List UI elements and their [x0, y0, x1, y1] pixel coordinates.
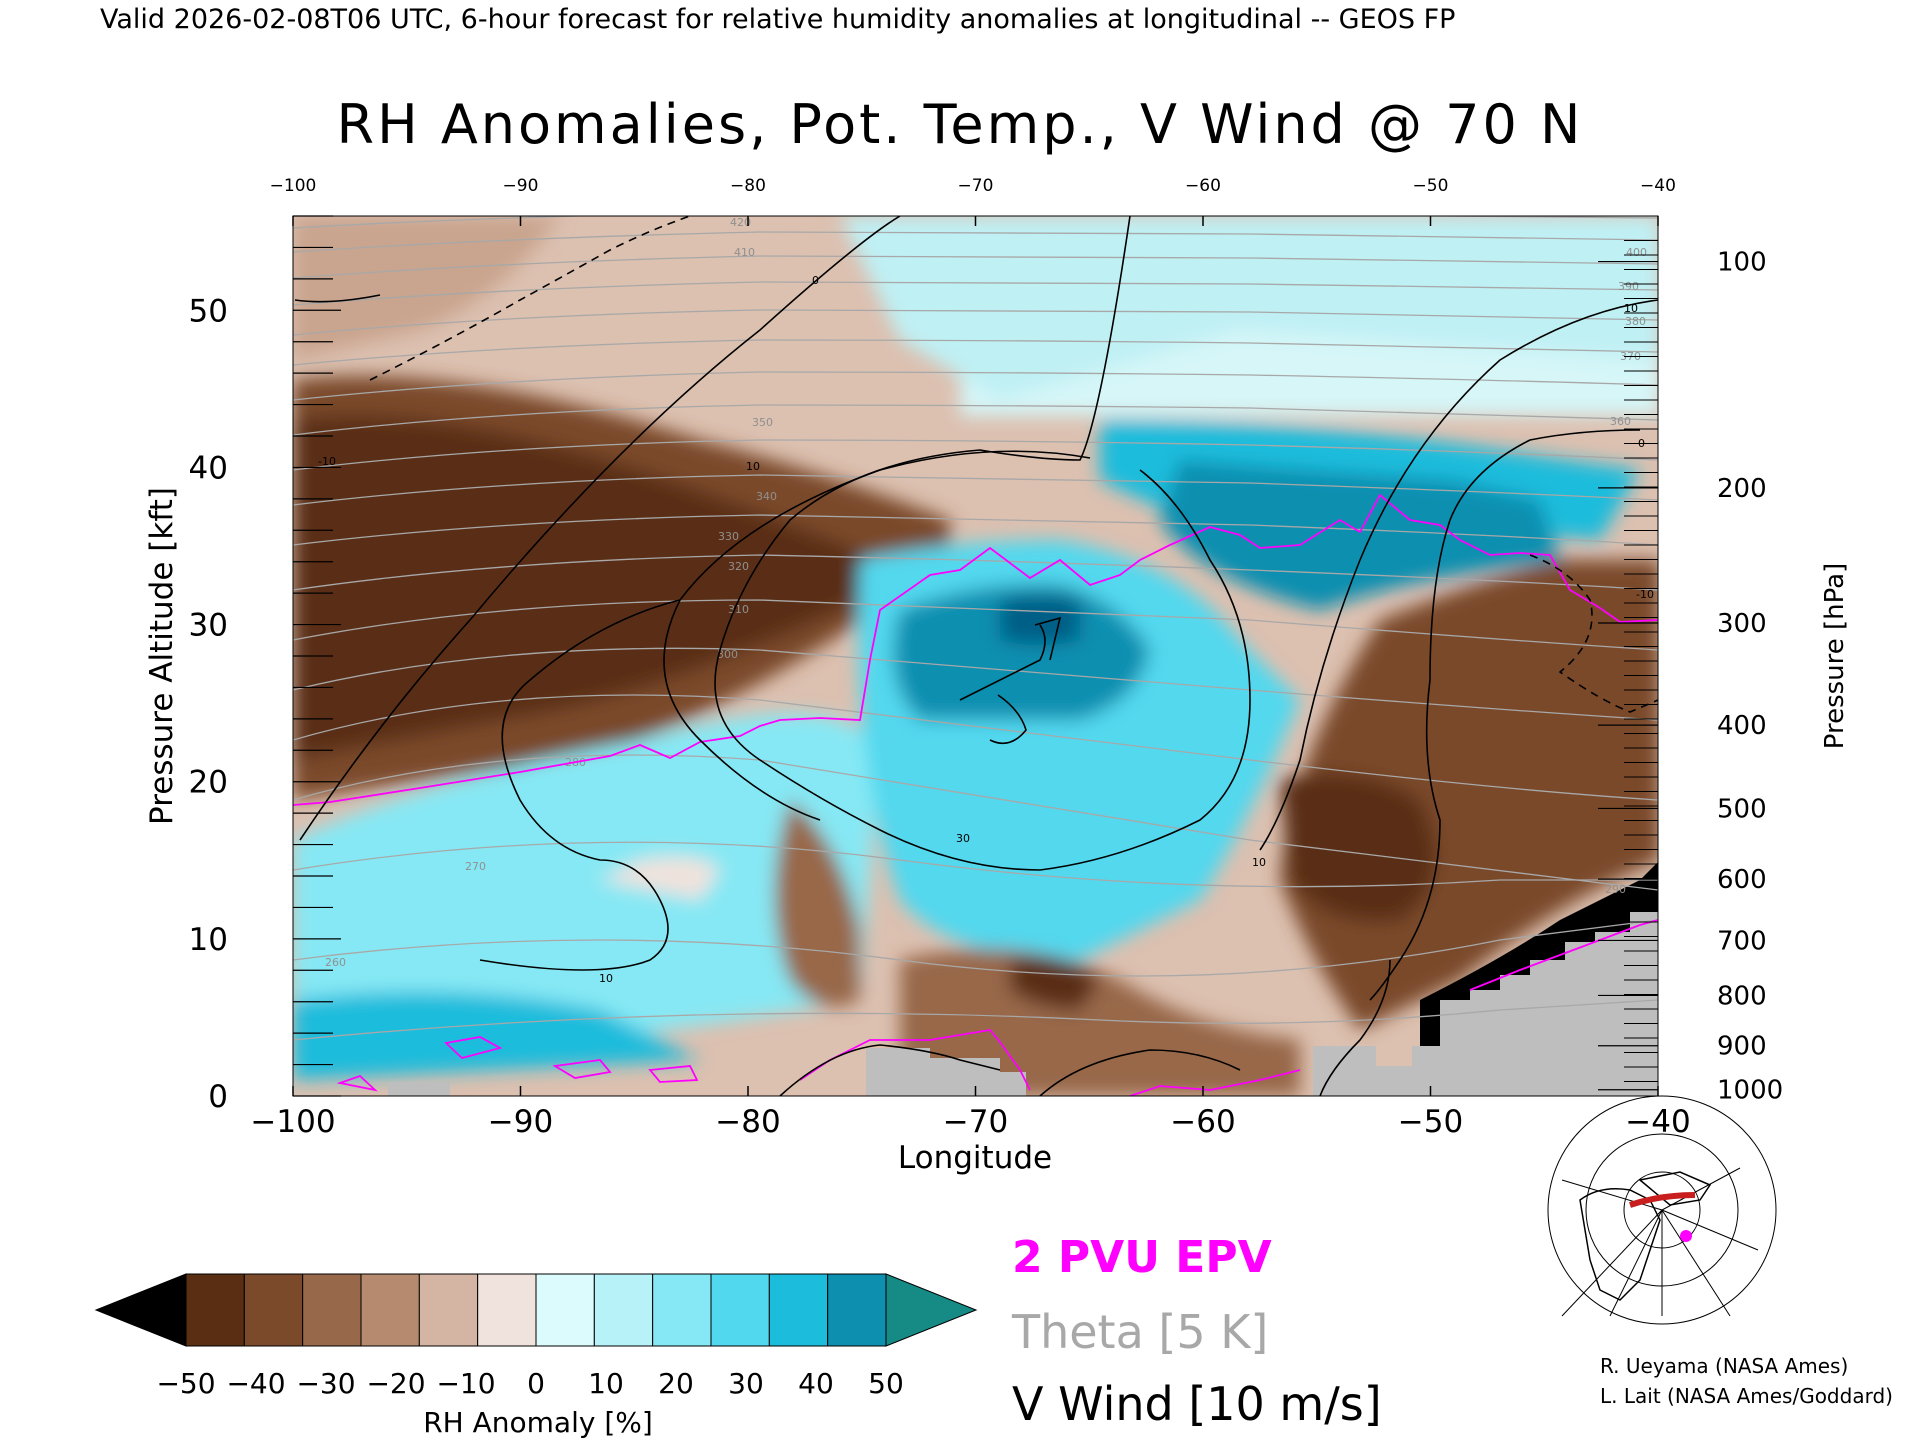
colorbar-tick-label: −30 — [296, 1367, 355, 1400]
credit-line: L. Lait (NASA Ames/Goddard) — [1600, 1384, 1893, 1408]
colorbar-tick-label: 10 — [588, 1367, 624, 1400]
colorbar-box — [418, 1273, 479, 1347]
colorbar-tick-label: −20 — [366, 1367, 425, 1400]
theta-label: 310 — [728, 603, 749, 616]
theta-label: 390 — [1618, 280, 1639, 293]
y2-axis-label: Pressure [hPa] — [1820, 563, 1850, 750]
y-tick-label: 0 — [208, 1079, 228, 1115]
colorbar-low-triangle — [94, 1273, 187, 1347]
y-axis-label: Pressure Altitude [kft] — [144, 487, 180, 825]
theta-label: 400 — [1626, 246, 1647, 259]
legend-epv: 2 PVU EPV — [1012, 1232, 1272, 1283]
wind-label: -10 — [318, 455, 336, 468]
legend-theta: Theta [5 K] — [1011, 1305, 1268, 1359]
x-top-tick-label: −80 — [730, 176, 766, 196]
colorbar-box — [185, 1273, 245, 1347]
x-top-tick-label: −90 — [503, 176, 539, 196]
colorbar-tick-label: 20 — [658, 1367, 694, 1400]
colorbar-tick-label: 0 — [527, 1367, 545, 1400]
wind-label: -10 — [1636, 588, 1654, 601]
colorbar-box — [302, 1273, 362, 1347]
colorbar-tick-label: 30 — [728, 1367, 764, 1400]
colorbar-tick-label: 50 — [868, 1367, 904, 1400]
theta-label: 360 — [1610, 415, 1631, 428]
colorbar: −50 −40 −30 −20 −10 0 10 20 30 40 50 — [94, 1273, 978, 1400]
theta-label: 350 — [752, 416, 773, 429]
theta-label: 420 — [730, 216, 751, 229]
theta-label: 300 — [717, 648, 738, 661]
wind-label: 10 — [599, 972, 613, 985]
x-top-tick-label: −40 — [1640, 176, 1676, 196]
colorbar-label: RH Anomaly [%] — [423, 1406, 653, 1439]
credit-line: R. Ueyama (NASA Ames) — [1600, 1354, 1848, 1378]
colorbar-tick-label: 40 — [798, 1367, 834, 1400]
colorbar-tick-label: −50 — [156, 1367, 215, 1400]
wind-label: 10 — [746, 460, 760, 473]
x-tick-label: −50 — [1398, 1104, 1463, 1140]
colorbar-box — [243, 1273, 304, 1347]
colorbar-box — [535, 1273, 595, 1347]
theta-label: 260 — [325, 956, 346, 969]
wind-label: 10 — [1252, 856, 1266, 869]
x-top-tick-label: −60 — [1185, 176, 1221, 196]
x-tick-label: −80 — [715, 1104, 780, 1140]
pressure-tick-label: 300 — [1717, 609, 1767, 639]
y-tick-label: 30 — [189, 608, 228, 644]
colorbar-high-triangle — [885, 1273, 978, 1347]
colorbar-box — [360, 1273, 420, 1347]
colorbar-tick-label: −40 — [226, 1367, 285, 1400]
wind-label: 30 — [956, 832, 970, 845]
terrain-mask — [388, 912, 1658, 1096]
colorbar-box — [477, 1273, 537, 1347]
plot-area: 260 270 280 290 300 310 320 330 340 350 … — [293, 216, 1658, 1096]
theta-label: 270 — [465, 860, 486, 873]
pressure-tick-label: 600 — [1717, 865, 1767, 895]
theta-label: 320 — [728, 560, 749, 573]
pressure-tick-label: 400 — [1717, 711, 1767, 741]
chart-title: RH Anomalies, Pot. Temp., V Wind @ 70 N — [337, 93, 1584, 156]
x-top-tick-label: −70 — [958, 176, 994, 196]
x-top-tick-label: −50 — [1413, 176, 1449, 196]
y-tick-label: 20 — [189, 765, 228, 801]
locator-map — [1547, 1095, 1777, 1325]
x-top-tick-label: −100 — [270, 176, 317, 196]
wind-label: 10 — [1624, 302, 1638, 315]
x-axis-label: Longitude — [898, 1140, 1052, 1176]
pressure-tick-label: 1000 — [1717, 1076, 1783, 1106]
x-tick-label: −90 — [488, 1104, 553, 1140]
pressure-tick-label: 200 — [1717, 474, 1767, 504]
colorbar-box — [827, 1273, 887, 1347]
y-tick-label: 10 — [189, 922, 228, 958]
wind-label: 0 — [812, 274, 819, 287]
pressure-tick-label: 800 — [1717, 981, 1767, 1011]
y-tick-label: 40 — [189, 450, 228, 486]
colorbar-box — [593, 1273, 654, 1347]
x-tick-label: −100 — [250, 1104, 335, 1140]
pressure-tick-label: 500 — [1717, 794, 1767, 824]
x-tick-label: −70 — [943, 1104, 1008, 1140]
legend-wind: V Wind [10 m/s] — [1012, 1377, 1382, 1431]
colorbar-box — [768, 1273, 829, 1347]
x-tick-label: −60 — [1170, 1104, 1235, 1140]
colorbar-box — [710, 1273, 770, 1347]
colorbar-box — [652, 1273, 712, 1347]
theta-label: 340 — [756, 490, 777, 503]
theta-label: 330 — [718, 530, 739, 543]
pressure-tick-label: 900 — [1717, 1032, 1767, 1062]
pressure-tick-label: 700 — [1717, 926, 1767, 956]
colorbar-tick-label: −10 — [436, 1367, 495, 1400]
pressure-tick-label: 100 — [1717, 248, 1767, 278]
header-caption: Valid 2026-02-08T06 UTC, 6-hour forecast… — [100, 4, 1455, 35]
theta-label: 380 — [1625, 315, 1646, 328]
y-tick-label: 50 — [189, 293, 228, 329]
theta-label: 290 — [1605, 883, 1626, 896]
theta-label: 410 — [734, 246, 755, 259]
